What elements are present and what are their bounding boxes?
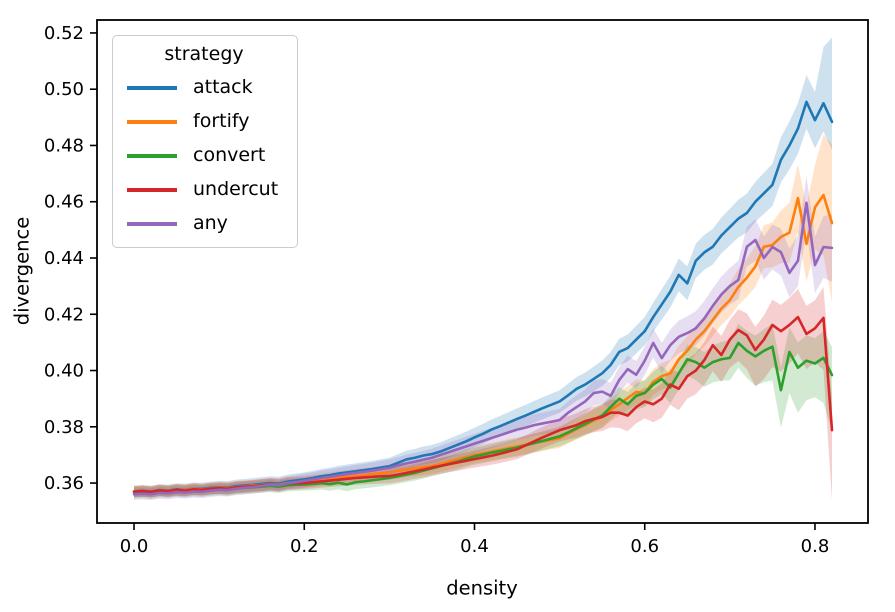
legend-item-attack: attack [121,74,287,101]
legend-label: fortify [193,110,250,132]
legend-swatch-fortify-line [127,119,177,124]
y-tick-label: 0.38 [44,417,84,438]
y-tick-label: 0.36 [44,473,84,494]
x-axis-label: density [446,576,518,600]
legend-title: strategy [164,43,244,65]
x-tick-label: 0.4 [460,536,489,557]
legend-label: any [193,212,228,234]
legend-swatch-any-line [127,221,177,226]
legend-item-any: any [121,210,287,237]
legend-swatch-undercut-line [127,187,177,192]
y-tick-label: 0.52 [44,23,84,44]
y-tick-label: 0.42 [44,304,84,325]
legend-label: undercut [193,178,279,200]
y-tick-label: 0.46 [44,192,84,213]
x-tick-label: 0.8 [801,536,830,557]
y-tick-label: 0.40 [44,361,84,382]
x-tick-label: 0.6 [630,536,659,557]
legend: strategy attack fortify convert undercut any [112,35,298,248]
legend-item-fortify: fortify [121,108,287,135]
y-axis-label: divergence [10,216,34,326]
y-tick-label: 0.50 [44,79,84,100]
series-lines [132,100,834,496]
series-band-any [134,176,832,501]
y-tick-label: 0.44 [44,248,84,269]
legend-item-undercut: undercut [121,176,287,203]
legend-label: attack [193,76,253,98]
axes-spines [96,19,869,524]
legend-swatch-convert-line [127,153,177,158]
legend-swatch-attack-line [127,85,177,90]
x-axis-ticks: 0.0 0.2 0.4 0.6 0.8 [120,523,830,557]
series-line-any [132,201,834,496]
y-tick-label: 0.48 [44,135,84,156]
x-tick-label: 0.0 [120,536,149,557]
x-tick-label: 0.2 [290,536,319,557]
legend-items: attack fortify convert undercut any [121,74,287,237]
legend-label: convert [193,144,266,166]
y-axis-ticks: 0.36 0.38 0.40 0.42 0.44 0.46 0.48 0.50 0.52 [44,23,97,494]
legend-item-convert: convert [121,142,287,169]
